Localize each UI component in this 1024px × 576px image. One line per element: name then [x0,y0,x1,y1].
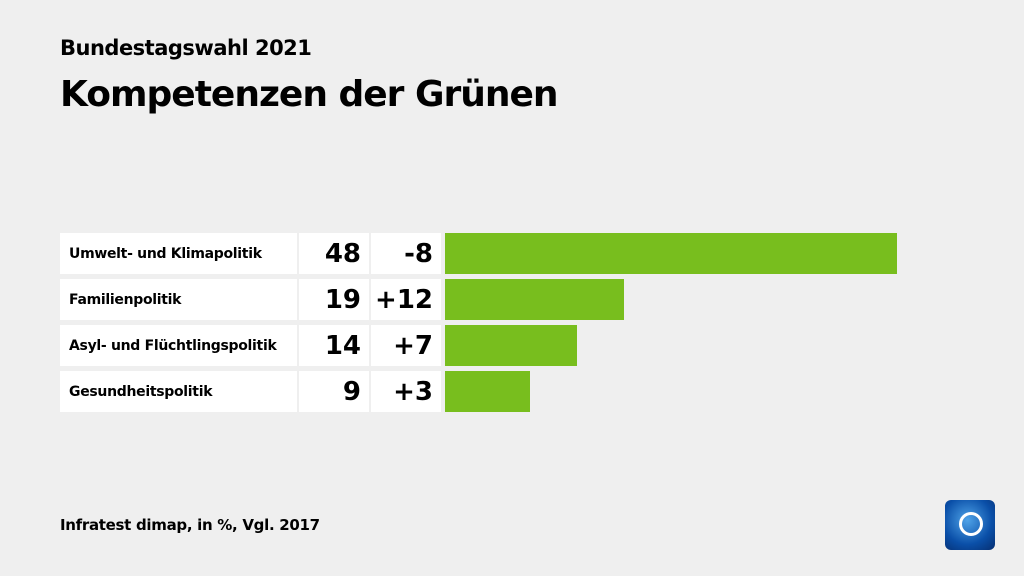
change-label: +3 [371,371,441,412]
category-label: Gesundheitspolitik [60,371,297,412]
tagesschau-logo-icon [945,500,995,550]
chart-title: Kompetenzen der Grünen [60,74,559,115]
category-label: Umwelt- und Klimapolitik [60,233,297,274]
bar [445,233,897,274]
source-note: Infratest dimap, in %, Vgl. 2017 [60,516,320,534]
value-label: 9 [299,371,369,412]
value-label: 19 [299,279,369,320]
category-label: Asyl- und Flüchtlingspolitik [60,325,297,366]
chart-supertitle: Bundestagswahl 2021 [60,36,312,60]
change-label: -8 [371,233,441,274]
category-label: Familienpolitik [60,279,297,320]
bar [445,371,530,412]
bar [445,325,577,366]
change-label: +12 [371,279,441,320]
value-label: 14 [299,325,369,366]
change-label: +7 [371,325,441,366]
bar [445,279,624,320]
value-label: 48 [299,233,369,274]
